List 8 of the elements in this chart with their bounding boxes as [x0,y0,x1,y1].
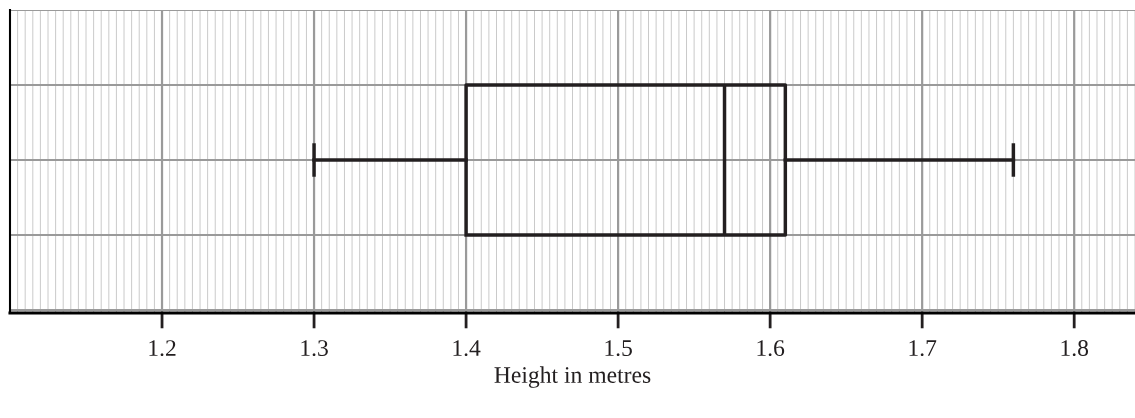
x-tick-label: 1.3 [301,340,328,357]
x-tick-label: 1.5 [605,340,632,357]
x-tick-label: 1.7 [909,340,937,357]
x-tick-label: 1.2 [149,340,176,357]
x-tick-label: 1.8 [1061,340,1089,357]
x-tick-label: 1.4 [453,340,481,357]
x-tick-label: 1.6 [757,340,785,357]
x-axis-title: Height in metres [494,366,651,388]
